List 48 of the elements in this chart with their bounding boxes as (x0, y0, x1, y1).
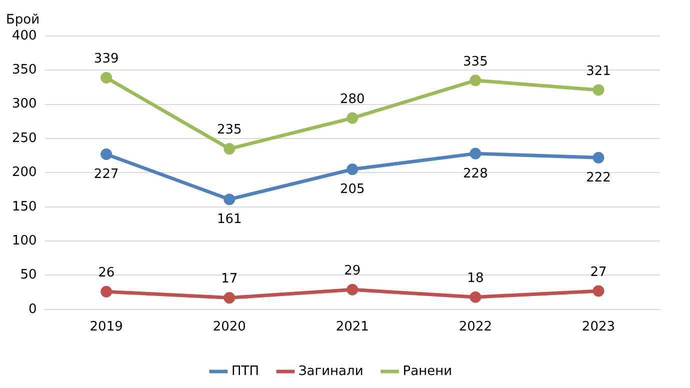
point (592, 285, 604, 297)
data-label: 205 (340, 182, 365, 198)
point (470, 148, 482, 160)
legend-label: Загинали (298, 364, 364, 379)
point (224, 194, 236, 206)
y-axis-title: Брой (6, 12, 40, 28)
data-label: 228 (463, 166, 488, 182)
point (346, 112, 358, 124)
y-tick-label: 100 (12, 233, 37, 248)
data-label: 18 (467, 270, 484, 286)
point (470, 291, 482, 303)
point (224, 292, 236, 304)
x-tick-label: 2020 (212, 320, 246, 335)
point (592, 152, 604, 164)
data-label: 26 (98, 266, 115, 281)
y-tick-label: 0 (28, 302, 37, 317)
y-tick-label: 350 (12, 62, 37, 78)
x-tick-label: 2023 (582, 320, 616, 335)
point (346, 284, 358, 296)
x-tick-label: 2019 (90, 320, 123, 335)
point (100, 286, 112, 298)
y-tick-label: 400 (12, 28, 37, 44)
data-label: 321 (586, 64, 611, 79)
data-label: 29 (344, 263, 361, 278)
x-tick-label: 2022 (458, 320, 492, 335)
data-label: 339 (94, 52, 119, 67)
y-tick-label: 250 (12, 130, 37, 146)
point (470, 74, 482, 86)
y-tick-label: 150 (12, 199, 37, 214)
data-label: 222 (586, 170, 611, 186)
point (224, 143, 236, 155)
data-label: 235 (216, 122, 242, 138)
data-label: 280 (340, 92, 365, 107)
data-label: 161 (216, 212, 242, 228)
point (100, 148, 112, 160)
point (346, 164, 358, 176)
y-tick-label: 300 (12, 96, 37, 112)
data-label: 27 (590, 264, 607, 280)
point (592, 84, 604, 96)
point (100, 72, 112, 84)
data-label: 227 (94, 167, 119, 182)
data-label: 335 (463, 54, 488, 70)
legend-label: Ранени (402, 364, 452, 379)
legend-label: ПТП (231, 364, 259, 379)
x-tick-label: 2021 (336, 320, 369, 335)
data-label: 17 (221, 272, 238, 287)
y-tick-label: 50 (20, 268, 37, 283)
y-tick-label: 200 (12, 165, 37, 180)
